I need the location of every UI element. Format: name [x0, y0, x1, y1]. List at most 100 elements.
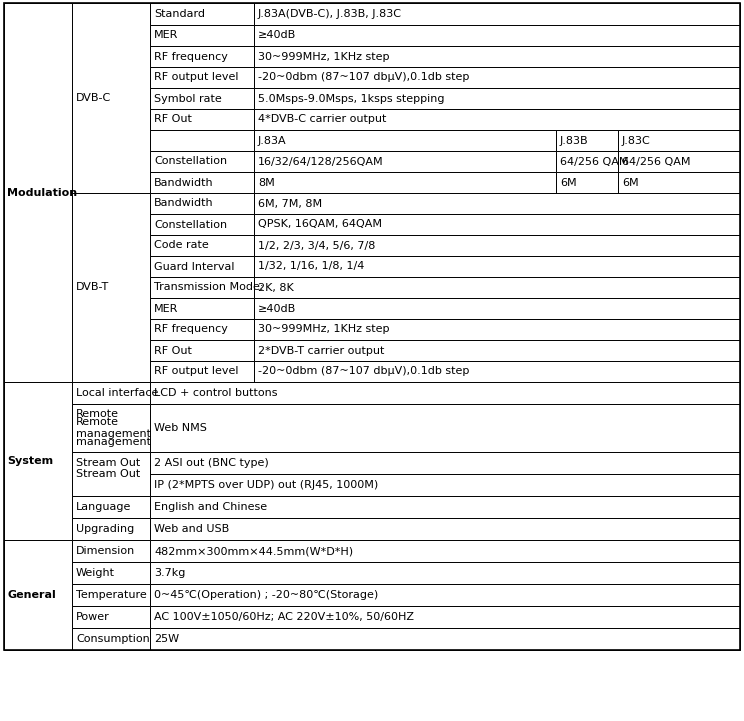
Bar	[150, 151, 254, 172]
Text: RF output level: RF output level	[154, 366, 239, 376]
Text: MER: MER	[154, 304, 179, 314]
Text: 5.0Msps-9.0Msps, 1ksps stepping: 5.0Msps-9.0Msps, 1ksps stepping	[258, 94, 444, 104]
Bar	[254, 193, 740, 214]
Text: Bandwidth: Bandwidth	[154, 198, 214, 208]
Text: RF frequency: RF frequency	[154, 51, 228, 61]
Text: Web and USB: Web and USB	[154, 524, 229, 534]
Text: Dimension: Dimension	[76, 546, 135, 556]
Text: AC 100V±1050/60Hz; AC 220V±10%, 50/60HZ: AC 100V±1050/60Hz; AC 220V±10%, 50/60HZ	[154, 612, 414, 622]
Bar	[254, 214, 740, 235]
Bar	[150, 474, 740, 496]
Text: 2 ASI out (BNC type): 2 ASI out (BNC type)	[154, 458, 269, 468]
Bar	[72, 474, 150, 496]
Text: 64/256 QAM: 64/256 QAM	[622, 156, 690, 167]
Text: English and Chinese: English and Chinese	[154, 502, 267, 512]
Text: 482mm×300mm×44.5mm(W*D*H): 482mm×300mm×44.5mm(W*D*H)	[154, 546, 353, 556]
Text: Constellation: Constellation	[154, 219, 227, 229]
Text: 30~999MHz, 1KHz step: 30~999MHz, 1KHz step	[258, 51, 390, 61]
Bar	[254, 319, 740, 340]
Bar	[72, 452, 150, 474]
Text: Remote: Remote	[76, 409, 119, 419]
Text: IP (2*MPTS over UDP) out (RJ45, 1000M): IP (2*MPTS over UDP) out (RJ45, 1000M)	[154, 480, 378, 490]
Text: DVB-C: DVB-C	[76, 93, 112, 103]
Text: Constellation: Constellation	[154, 156, 227, 167]
Text: RF Out: RF Out	[154, 115, 192, 125]
Text: 3.7kg: 3.7kg	[154, 568, 185, 578]
Bar	[4, 540, 72, 650]
Bar	[150, 109, 254, 130]
Bar	[150, 562, 740, 584]
Text: MER: MER	[154, 30, 179, 40]
Text: RF Out: RF Out	[154, 345, 192, 355]
Bar	[72, 562, 150, 584]
Bar	[254, 235, 740, 256]
Text: J.83B: J.83B	[560, 136, 589, 146]
Text: 2K, 8K: 2K, 8K	[258, 283, 294, 293]
Bar	[4, 3, 740, 650]
Bar	[150, 452, 740, 474]
Bar	[72, 452, 150, 496]
Bar	[72, 404, 150, 452]
Bar	[254, 172, 556, 193]
Text: management: management	[76, 437, 151, 447]
Text: General: General	[7, 590, 56, 600]
Text: RF output level: RF output level	[154, 73, 239, 82]
Text: -20~0dbm (87~107 dbμV),0.1db step: -20~0dbm (87~107 dbμV),0.1db step	[258, 366, 469, 376]
Bar	[556, 172, 618, 193]
Text: Weight: Weight	[76, 568, 115, 578]
Text: J.83A: J.83A	[258, 136, 286, 146]
Text: Modulation: Modulation	[7, 187, 77, 198]
Text: 25W: 25W	[154, 634, 179, 644]
Bar	[4, 382, 72, 540]
Bar	[72, 606, 150, 628]
Text: Symbol rate: Symbol rate	[154, 94, 222, 104]
Bar	[618, 172, 740, 193]
Bar	[254, 88, 740, 109]
Text: Consumption: Consumption	[76, 634, 150, 644]
Bar	[254, 46, 740, 67]
Text: Language: Language	[76, 502, 132, 512]
Bar	[150, 361, 254, 382]
Bar	[254, 67, 740, 88]
Bar	[150, 404, 740, 452]
Bar	[150, 256, 254, 277]
Text: Stream Out: Stream Out	[76, 458, 141, 468]
Bar	[72, 193, 150, 382]
Bar	[150, 88, 254, 109]
Bar	[150, 584, 740, 606]
Text: -20~0dbm (87~107 dbμV),0.1db step: -20~0dbm (87~107 dbμV),0.1db step	[258, 73, 469, 82]
Text: LCD + control buttons: LCD + control buttons	[154, 388, 278, 398]
Bar	[618, 151, 740, 172]
Text: 6M: 6M	[622, 177, 638, 187]
Bar	[254, 130, 556, 151]
Bar	[150, 214, 254, 235]
Bar	[4, 3, 72, 382]
Bar	[150, 3, 254, 25]
Bar	[72, 404, 150, 452]
Text: Remote
management: Remote management	[76, 417, 151, 439]
Bar	[150, 496, 740, 518]
Text: 1/2, 2/3, 3/4, 5/6, 7/8: 1/2, 2/3, 3/4, 5/6, 7/8	[258, 241, 376, 250]
Text: DVB-T: DVB-T	[76, 283, 109, 293]
Bar	[150, 67, 254, 88]
Text: Local interface: Local interface	[76, 388, 158, 398]
Bar	[72, 3, 150, 193]
Bar	[150, 606, 740, 628]
Text: 1/32, 1/16, 1/8, 1/4: 1/32, 1/16, 1/8, 1/4	[258, 262, 365, 272]
Bar	[150, 193, 254, 214]
Bar	[150, 130, 254, 151]
Text: J.83C: J.83C	[622, 136, 651, 146]
Text: Bandwidth: Bandwidth	[154, 177, 214, 187]
Text: RF frequency: RF frequency	[154, 324, 228, 335]
Bar	[150, 298, 254, 319]
Bar	[150, 172, 254, 193]
Bar	[254, 3, 740, 25]
Bar	[72, 584, 150, 606]
Bar	[150, 518, 740, 540]
Bar	[150, 340, 254, 361]
Bar	[556, 151, 618, 172]
Text: ≥40dB: ≥40dB	[258, 304, 296, 314]
Text: 8M: 8M	[258, 177, 275, 187]
Bar	[72, 382, 150, 404]
Bar	[150, 540, 740, 562]
